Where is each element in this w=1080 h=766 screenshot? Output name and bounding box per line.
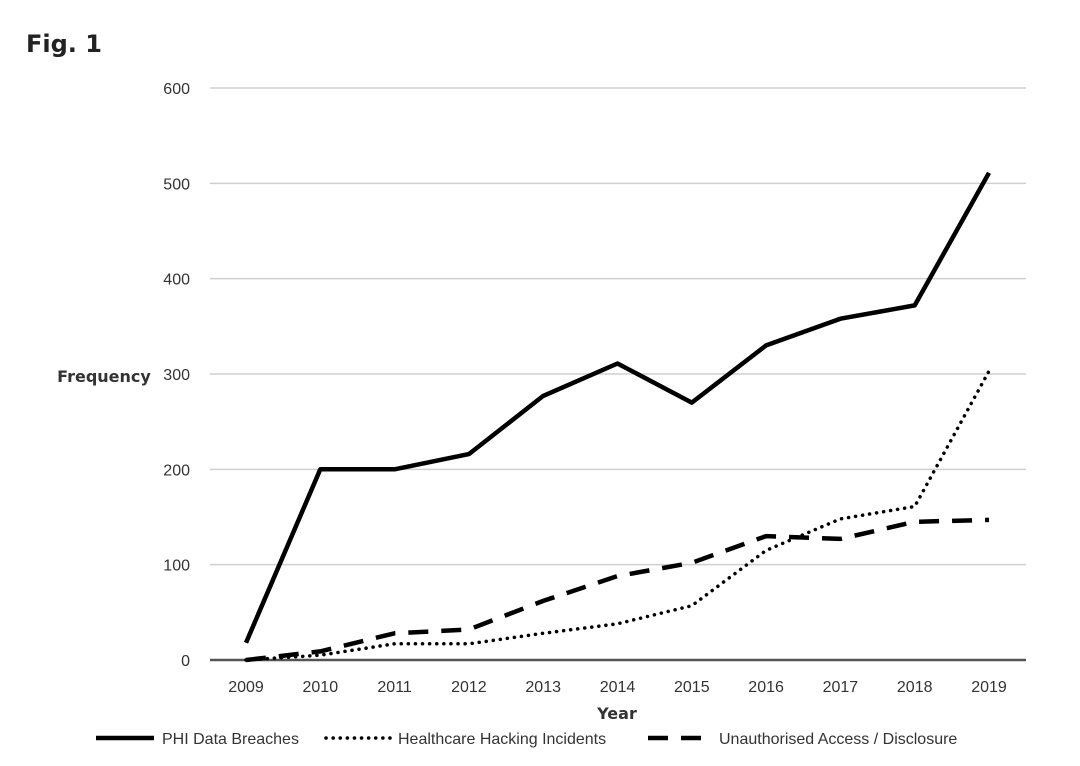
x-tick-label: 2011 [377,679,412,696]
x-tick-label: 2018 [897,679,933,696]
gridlines [210,87,1026,566]
y-tick-label: 600 [163,81,190,98]
y-tick-label: 200 [163,462,190,479]
series-line-unauthorised-access-disclosure [245,517,990,663]
series-line-phi-data-breaches [243,171,991,644]
x-tick-label: 2013 [525,679,561,696]
legend-label: PHI Data Breaches [162,731,299,748]
x-tick-label: 2010 [303,679,339,696]
figure-label: Fig. 1 [26,30,102,58]
y-tick-label: 300 [163,367,190,384]
x-axis-ticks: 2009 2010 2011 2012 2013 2014 2015 2016 2017 2018… [228,679,1007,696]
x-tick-label: 2012 [451,679,487,696]
series-lines [243,171,991,663]
x-axis-label: Year [596,704,637,723]
y-tick-label: 0 [181,653,190,670]
x-tick-label: 2014 [600,679,636,696]
y-axis-label: Frequency [57,367,151,386]
series-line-healthcare-hacking-incidents [244,369,991,662]
x-tick-label: 2019 [971,679,1007,696]
x-tick-label: 2017 [823,679,859,696]
x-tick-label: 2015 [674,679,710,696]
legend: PHI Data Breaches Healthcare Hacking Inci… [96,731,957,748]
x-tick-label: 2016 [748,679,784,696]
y-axis-ticks: 0 100 200 300 400 500 600 [163,81,190,670]
legend-label: Healthcare Hacking Incidents [398,731,606,748]
legend-label: Unauthorised Access / Disclosure [719,731,957,748]
y-tick-label: 500 [163,176,190,193]
x-tick-label: 2009 [228,679,264,696]
y-tick-label: 100 [163,558,190,575]
y-tick-label: 400 [163,272,190,289]
